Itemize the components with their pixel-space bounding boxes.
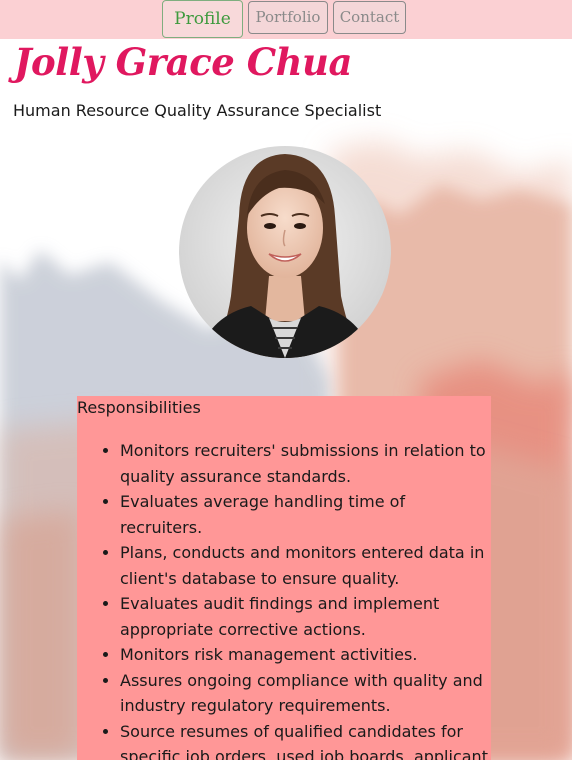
list-item: Monitors risk management activities. [120,642,491,668]
top-navbar: Profile Portfolio Contact [0,0,572,39]
profile-name: Jolly Grace Chua [14,40,352,84]
responsibilities-heading: Responsibilities [77,398,201,417]
list-item: Monitors recruiters' submissions in rela… [120,438,491,489]
list-item: Evaluates average handling time of recru… [120,489,491,540]
list-item: Plans, conducts and monitors entered dat… [120,540,491,591]
nav-portfolio-button[interactable]: Portfolio [248,1,328,34]
nav-contact-button[interactable]: Contact [333,1,406,34]
nav-profile-button[interactable]: Profile [162,0,243,38]
list-item: Evaluates audit findings and implement a… [120,591,491,642]
responsibilities-panel: Responsibilities Monitors recruiters' su… [77,396,491,760]
profile-photo [179,146,391,358]
list-item: Source resumes of qualified candidates f… [120,719,491,760]
list-item: Assures ongoing compliance with quality … [120,668,491,719]
job-title: Human Resource Quality Assurance Special… [13,101,382,120]
responsibilities-list: Monitors recruiters' submissions in rela… [77,438,491,760]
